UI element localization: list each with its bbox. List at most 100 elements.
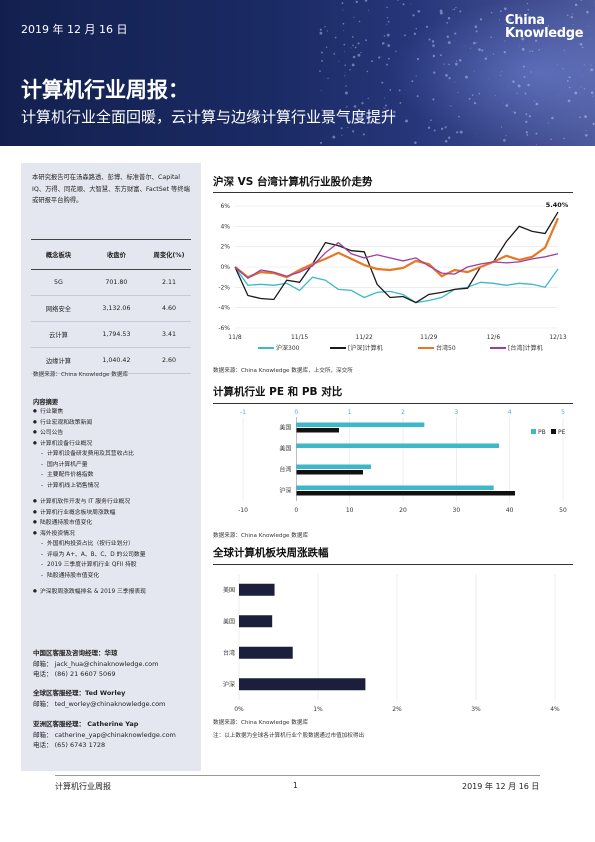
y-tick-label: -6%: [218, 325, 230, 332]
banner-dot: [378, 56, 381, 59]
banner-dot: [343, 43, 346, 46]
banner-dot: [386, 33, 390, 37]
contact-global: 全球区客服经理：Ted Worley 邮箱： ted_worley@chinak…: [33, 688, 203, 709]
contact-email[interactable]: 邮箱： jack_hua@chinaknowledge.com: [33, 659, 159, 668]
legend-swatch: [551, 429, 556, 434]
y-tick-label: 4%: [220, 223, 230, 230]
contents-item: 2019 三季度计算机行业 QFII 持股: [33, 560, 198, 571]
banner-dot: [439, 11, 443, 15]
banner-dot: [513, 111, 517, 114]
table-cell: 3,132.06: [85, 295, 147, 322]
table-header-sector: 概念板块: [31, 239, 86, 270]
pe-axis-label: 20: [399, 507, 407, 514]
category-label: 台湾: [279, 466, 291, 474]
contents-item: 计算机行业概念板块周涨跌幅: [33, 508, 198, 519]
banner-dot: [364, 0, 368, 2]
banner-dot: [416, 57, 420, 61]
banner-dot: [355, 0, 358, 4]
pe-axis-label: 0: [294, 507, 298, 514]
banner-dot: [528, 115, 532, 118]
table-row: 云计算 1,794.53 3.41: [31, 321, 191, 348]
banner-dot: [481, 49, 484, 52]
banner-dot: [358, 20, 361, 23]
banner-dot: [452, 9, 454, 11]
banner-dot: [453, 40, 455, 42]
table-row: 5G 701.80 2.11: [31, 269, 191, 296]
banner-dot: [431, 40, 435, 43]
banner-dot: [344, 51, 345, 52]
category-label: 沪深: [223, 680, 235, 688]
banner-dot: [381, 81, 384, 84]
pe-axis-label: 50: [559, 507, 567, 514]
table-cell: 2.11: [147, 269, 191, 296]
category-label: 美国: [223, 586, 235, 594]
banner-dot: [444, 139, 448, 143]
contents-item: 沪深股周涨跌幅排名 & 2019 三季报表现: [33, 587, 198, 598]
banner-dot: [476, 133, 478, 134]
banner-dot: [405, 119, 408, 123]
pe-bar: [296, 470, 363, 475]
chart3-title: 全球计算机板块周涨跌幅: [213, 547, 329, 559]
banner-dot: [430, 119, 432, 122]
chart1-title: 沪深 VS 台湾计算机行业股价走势: [213, 176, 373, 188]
legend-label: 沪深300: [276, 344, 300, 352]
banner-dot: [586, 10, 589, 14]
banner-dot: [533, 100, 536, 102]
banner-dot: [517, 84, 521, 88]
y-tick-label: -2%: [218, 284, 230, 291]
banner-dot: [508, 18, 512, 21]
banner-dot: [504, 40, 506, 42]
table-cell: 1,040.42: [85, 347, 147, 374]
banner-dot: [590, 64, 592, 66]
table-cell: 云计算: [31, 321, 86, 348]
x-tick-label: 4%: [550, 706, 560, 713]
banner-dot: [351, 63, 355, 67]
banner-dot: [333, 53, 336, 55]
banner-dot: [341, 2, 344, 5]
divider: [213, 192, 573, 193]
contents-heading: 内容摘要: [33, 399, 59, 406]
banner-dot: [525, 113, 528, 116]
banner-dot: [387, 57, 390, 60]
contents-item: 计算机设备研发费用及其营收占比: [33, 449, 198, 460]
banner-dot: [443, 63, 445, 65]
table-header-change: 周变化(%): [147, 239, 191, 270]
contents-item: 海外投资情况: [33, 529, 198, 540]
chart3-note: 注：以上数据为全球各计算机行业个股数据通过市值加权得出: [213, 733, 365, 739]
banner-dot: [547, 25, 550, 27]
banner-dot: [445, 74, 448, 77]
banner-dot: [428, 122, 430, 124]
banner-dot: [410, 3, 412, 5]
banner-dot: [557, 64, 558, 65]
banner-dot: [590, 68, 594, 72]
x-tick-label: 3%: [471, 706, 481, 713]
category-label: 台湾: [223, 649, 235, 657]
banner-dot: [357, 53, 361, 57]
table-cell: 3.41: [147, 321, 191, 348]
banner-dot: [439, 54, 442, 57]
pe-axis-label: -10: [238, 507, 248, 514]
table-row: 网络安全 3,132.06 4.60: [31, 295, 191, 322]
footer-date: 2019 年 12 月 16 日: [462, 782, 540, 791]
bar: [239, 646, 293, 659]
banner-dot: [583, 64, 585, 66]
contents-item: 计算机软件开发与 IT 服务行业概况: [33, 497, 198, 508]
y-tick-label: -4%: [218, 305, 230, 312]
x-tick-label: 1%: [313, 706, 323, 713]
table-cell: 网络安全: [31, 295, 86, 322]
banner-dot: [448, 136, 451, 139]
banner-dot: [499, 10, 502, 13]
banner-dot: [433, 129, 436, 132]
banner-dot: [512, 80, 515, 83]
contact-email[interactable]: 邮箱： ted_worley@chinaknowledge.com: [33, 699, 166, 708]
series-line: [234, 266, 559, 304]
price-trend-chart: 6% 4% 2% 0% -2% -4% -6% 11/8 11/15 11/22 11/29 12/6…: [218, 201, 568, 352]
banner-dot: [572, 23, 574, 26]
banner-dot: [450, 105, 452, 107]
banner-dot: [566, 79, 569, 82]
contact-email[interactable]: 邮箱： catherine_yap@chinaknowledge.com: [33, 730, 176, 739]
banner-dot: [583, 88, 586, 90]
banner-dot: [580, 0, 582, 1]
table-cell: 2.60: [147, 347, 191, 374]
